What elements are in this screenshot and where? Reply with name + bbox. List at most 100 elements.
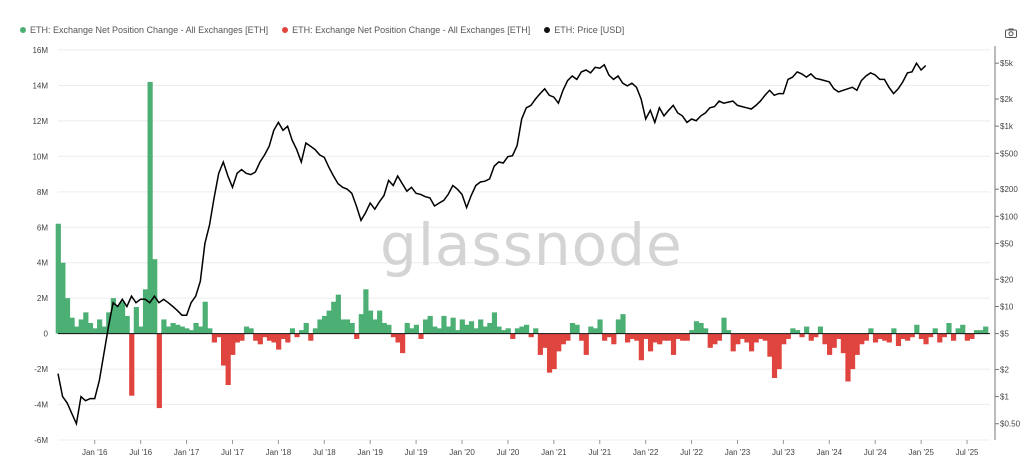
left-tick-label-8: 0 [44,330,49,339]
bar-166 [817,326,824,334]
bar-174 [854,333,860,355]
bar-5 [78,319,84,334]
bar-165 [813,333,819,338]
bar-143 [712,333,718,345]
bar-58 [321,315,328,334]
x-tick-label-17: Jul '24 [864,448,887,457]
bar-62 [340,319,346,334]
bar-175 [859,333,865,345]
bar-179 [877,333,883,339]
bar-114 [579,333,585,341]
bar-95 [491,312,498,334]
bar-202 [983,326,989,334]
bar-115 [583,333,589,355]
legend-item-inflow[interactable]: ETH: Exchange Net Position Change - All … [20,25,268,35]
x-tick-label-6: Jan '19 [357,448,383,457]
bar-75 [400,333,406,354]
bar-45 [262,333,268,338]
bar-145 [721,317,727,334]
bar-26 [175,324,181,334]
bar-61 [335,294,341,334]
bar-197 [960,324,966,334]
left-tick-label-10: -4M [34,401,48,410]
bar-43 [253,333,259,341]
left-tick-label-6: 4M [37,259,48,268]
bar-142 [707,333,713,348]
bar-153 [758,333,764,339]
bar-181 [886,333,892,343]
bar-15 [124,315,130,334]
right-tick-label-7: $20 [1000,275,1014,284]
bar-85 [445,326,452,334]
x-tick-label-4: Jan '18 [266,448,292,457]
bar-129 [647,333,654,352]
bar-2 [64,298,71,334]
bar-199 [969,333,975,339]
bar-161 [794,330,801,334]
bar-156 [771,333,778,378]
bar-163 [804,326,810,334]
bar-151 [748,333,755,352]
bar-80 [423,319,429,334]
price-line [57,61,927,427]
left-tick-label-7: 2M [37,294,48,303]
bar-65 [354,333,360,339]
bar-66 [358,314,364,334]
x-tick-label-13: Jul '22 [680,448,703,457]
x-tick-label-8: Jan '20 [449,448,475,457]
bar-107 [546,333,553,373]
right-tick-label-10: $2 [1000,365,1009,374]
bar-149 [739,333,745,339]
bar-29 [188,330,195,334]
bar-186 [909,333,915,338]
bar-48 [276,333,282,350]
x-tick-label-3: Jul '17 [221,448,244,457]
right-tick-label-12: $0.50 [1000,420,1021,429]
camera-icon[interactable] [1005,28,1017,38]
legend-item-price[interactable]: ETH: Price [USD] [544,25,624,35]
bar-193 [941,333,947,338]
bar-10 [101,326,107,334]
bar-182 [891,328,897,334]
right-tick-label-11: $1 [1000,393,1009,402]
right-tick-label-5: $100 [1000,212,1018,221]
bar-125 [629,333,635,339]
bar-76 [404,323,410,334]
right-tick-label-0: $5k [1000,59,1014,68]
bar-17 [133,307,139,334]
bar-36 [220,333,227,366]
bar-49 [280,333,286,339]
bar-144 [716,333,723,341]
bar-157 [776,333,782,370]
bar-41 [243,326,250,334]
bar-12 [110,298,116,334]
bar-89 [464,324,470,334]
left-tick-label-9: -2M [34,365,48,374]
right-axis-ticks: $5k $2k $1k $500 $200 $100 $50 $20 $10 $5 $2 $1 $0.5… [995,59,1021,429]
bar-39 [234,333,240,343]
bar-152 [753,333,759,343]
left-tick-label-1: 14M [32,81,48,90]
x-tick-label-5: Jul '18 [313,448,336,457]
bar-51 [289,328,296,334]
legend-item-outflow[interactable]: ETH: Exchange Net Position Change - All … [282,25,530,35]
bar-128 [643,333,649,339]
left-axis-ticks: 16M 14M 12M 10M 8M 6M 4M 2M 0 -2M -4M -6M [32,46,48,445]
bar-148 [735,333,741,345]
bar-91 [473,328,479,334]
bar-63 [344,319,351,334]
x-tick-label-16: Jan '24 [817,448,843,457]
bar-172 [845,333,851,382]
bar-200 [973,330,980,334]
bar-16 [129,333,135,396]
bar-25 [170,323,176,334]
bar-126 [634,333,640,341]
bar-122 [615,319,622,334]
x-tick-label-10: Jan '21 [541,448,567,457]
net-position-bars [55,81,989,409]
bar-118 [597,319,603,334]
bar-23 [161,319,167,334]
legend-dot-red [282,27,289,33]
bar-109 [556,333,562,352]
left-tick-label-2: 12M [32,117,48,126]
